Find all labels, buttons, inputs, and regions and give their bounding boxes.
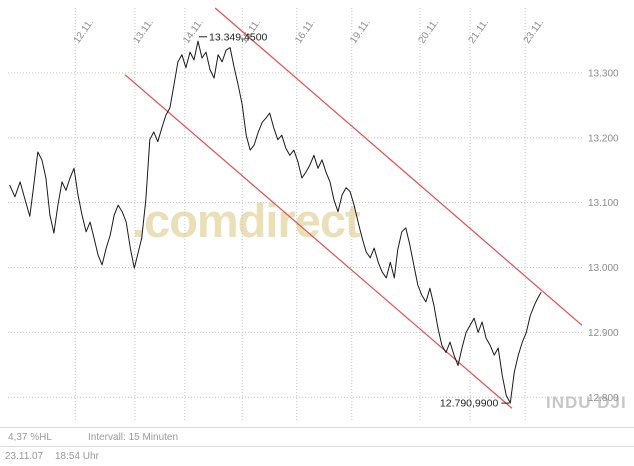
footer-timestamp-row: 23.11.07 18:54 Uhr (0, 446, 634, 465)
price-tick-label: 13.200 (588, 133, 619, 144)
price-tick-label: 12.900 (588, 328, 619, 339)
date-tick-label: 23.11. (522, 17, 547, 45)
chart-footer: 4,37 %HL Intervall: 15 Minuten 23.11.07 … (0, 427, 634, 465)
price-tick-label: 13.300 (588, 68, 619, 79)
date-axis-labels: 12.11. 13.11. 14.11. 15.11. 16.11. 19.11. 20.1… (72, 17, 547, 45)
price-axis-labels: 13.300 13.200 13.100 13.000 12.900 12.800 (588, 68, 619, 403)
date-tick-label: 21.11. (467, 17, 492, 45)
time-label: 18:54 Uhr (55, 451, 99, 462)
date-tick-label: 13.11. (131, 17, 156, 45)
price-line-group (9, 40, 542, 404)
date-tick-label: 14.11. (181, 17, 206, 45)
hl-percent-label: 4,37 %HL (8, 432, 52, 443)
footer-stats-row: 4,37 %HL Intervall: 15 Minuten (0, 427, 634, 446)
date-tick-label: 19.11. (348, 17, 373, 45)
date-tick-label: 16.11. (293, 17, 318, 45)
low-annotation: 12.790,9900 (440, 398, 499, 410)
gridlines (8, 8, 582, 420)
price-chart: 12.11. 13.11. 14.11. 15.11. 16.11. 19.11. 20.1… (8, 7, 619, 420)
price-tick-label: 12.800 (588, 393, 619, 404)
trend-line (124, 74, 513, 409)
index-name-watermark: INDU DJI (546, 393, 627, 412)
date-tick-label: 12.11. (72, 17, 97, 45)
high-annotation: 13.349,4500 (209, 31, 268, 43)
price-tick-label: 13.100 (588, 198, 619, 209)
price-polyline (9, 40, 542, 404)
interval-label: Intervall: 15 Minuten (88, 432, 179, 443)
price-tick-label: 13.000 (588, 263, 619, 274)
comdirect-watermark: .comdirect (132, 194, 361, 247)
trend-line (214, 7, 583, 326)
date-label: 23.11.07 (5, 451, 44, 462)
price-annotations: 13.349,4500 12.790,9900 (199, 31, 510, 410)
date-tick-label: 20.11. (417, 17, 442, 45)
trend-channel-lines (124, 7, 583, 409)
